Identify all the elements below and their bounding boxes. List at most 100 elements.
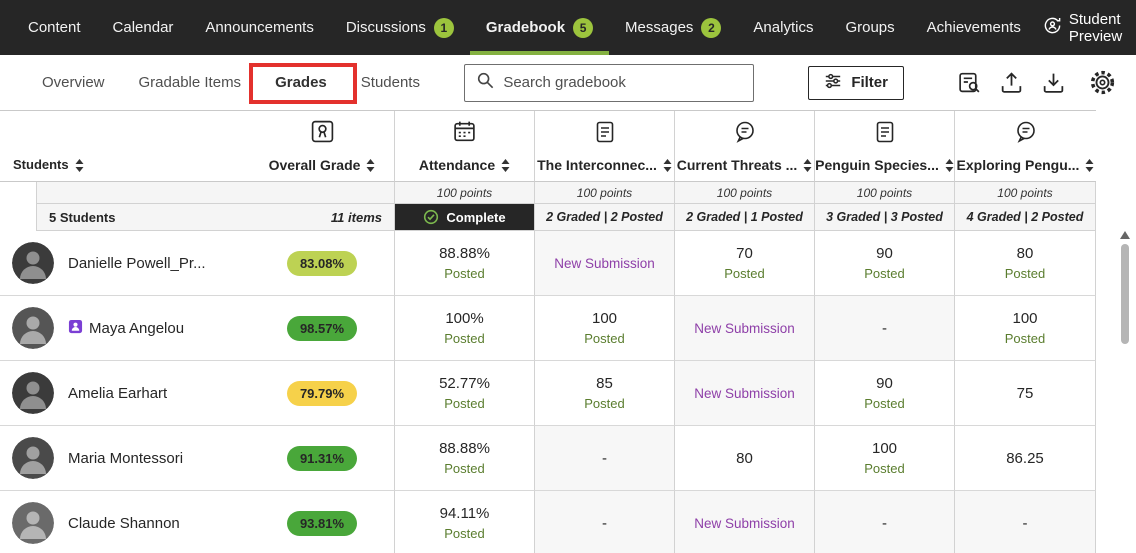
tab-students-label: Students — [360, 74, 420, 91]
grade-cell[interactable]: 88.88% Posted — [395, 231, 535, 296]
column-header-penguin-species[interactable]: Penguin Species... — [815, 111, 955, 182]
overall-grade-pill[interactable]: 83.08% — [286, 250, 358, 276]
student-row-name[interactable]: Maria Montessori — [0, 426, 250, 491]
gradebook-search[interactable] — [464, 63, 755, 102]
lookup-icon[interactable] — [957, 70, 982, 95]
accommodations-icon — [68, 319, 83, 338]
overall-grade-pill[interactable]: 79.79% — [286, 380, 358, 406]
grade-value: 86.25 — [1006, 449, 1044, 467]
grade-cell[interactable]: 70 Posted — [675, 231, 815, 296]
column-header-attendance[interactable]: Attendance — [395, 111, 535, 182]
overall-grade-pill[interactable]: 91.31% — [286, 445, 358, 471]
tab-overview[interactable]: Overview — [42, 74, 105, 91]
tab-grades[interactable]: Grades — [249, 63, 357, 104]
overall-grade-cell[interactable]: 93.81% — [250, 491, 395, 553]
grade-value: 70 — [736, 245, 753, 262]
overall-grade-column-header[interactable]: Overall Grade — [250, 111, 395, 182]
grade-value: 100 — [591, 310, 618, 327]
grade-value: 90 — [876, 245, 893, 262]
nav-announcements[interactable]: Announcements — [189, 0, 329, 55]
filter-button[interactable]: Filter — [808, 65, 904, 100]
tab-students[interactable]: Students — [361, 74, 420, 91]
grade-cell[interactable]: 94.11% Posted — [395, 491, 535, 553]
column-header-current-threats[interactable]: Current Threats ... — [675, 111, 815, 182]
grade-cell[interactable]: 90 Posted — [815, 231, 955, 296]
grade-cell[interactable]: - — [535, 491, 675, 553]
grade-cell[interactable]: 90 Posted — [815, 361, 955, 426]
new-submission-link[interactable]: New Submission — [554, 255, 655, 271]
column-header-exploring-penguins[interactable]: Exploring Pengu... — [955, 111, 1096, 182]
avatar — [12, 437, 54, 479]
grade-cell[interactable]: 52.77% Posted — [395, 361, 535, 426]
student-name: Maria Montessori — [68, 449, 184, 467]
status-cell[interactable]: 3 Graded | 3 Posted — [815, 204, 955, 231]
attendance-status-cell[interactable]: Complete — [395, 204, 535, 231]
grade-cell[interactable]: New Submission — [535, 231, 675, 296]
posted-label: Posted — [864, 266, 905, 281]
new-submission-link[interactable]: New Submission — [694, 515, 795, 531]
status-cell[interactable]: 2 Graded | 1 Posted — [675, 204, 815, 231]
grade-cell[interactable]: - — [955, 491, 1096, 553]
overall-grade-cell[interactable]: 98.57% — [250, 296, 395, 361]
student-row-name[interactable]: Maya Angelou — [0, 296, 250, 361]
grade-cell[interactable]: 75 — [955, 361, 1096, 426]
grade-cell[interactable]: - — [815, 491, 955, 553]
student-preview-button[interactable]: Student Preview — [1037, 0, 1128, 55]
students-column-header[interactable]: Students — [0, 111, 250, 182]
new-submission-link[interactable]: New Submission — [694, 320, 795, 336]
nav-analytics[interactable]: Analytics — [737, 0, 829, 55]
grade-value: 94.11% — [439, 505, 490, 522]
status-cell[interactable]: 2 Graded | 2 Posted — [535, 204, 675, 231]
grade-cell[interactable]: 88.88% Posted — [395, 426, 535, 491]
download-icon[interactable] — [1041, 70, 1066, 95]
status-cell[interactable]: 4 Graded | 2 Posted — [955, 204, 1096, 231]
overall-grade-pill[interactable]: 98.57% — [286, 315, 358, 341]
grade-cell[interactable]: 80 — [675, 426, 815, 491]
student-row-name[interactable]: Amelia Earhart — [0, 361, 250, 426]
student-row-name[interactable]: Claude Shannon — [0, 491, 250, 553]
grade-value: - — [882, 319, 887, 337]
overall-grade-cell[interactable]: 91.31% — [250, 426, 395, 491]
table-vertical-scrollbar[interactable] — [1119, 231, 1131, 551]
new-submission-link[interactable]: New Submission — [694, 385, 795, 401]
scrollbar-thumb[interactable] — [1121, 244, 1129, 344]
nav-groups[interactable]: Groups — [829, 0, 910, 55]
scroll-up-arrow-icon[interactable] — [1120, 231, 1130, 239]
grade-cell[interactable]: 80 Posted — [955, 231, 1096, 296]
posted-label: Posted — [724, 266, 765, 281]
grade-cell[interactable]: 100 Posted — [535, 296, 675, 361]
grade-cell[interactable]: New Submission — [675, 491, 815, 553]
grade-cell[interactable]: New Submission — [675, 296, 815, 361]
nav-gradebook[interactable]: Gradebook 5 — [470, 0, 609, 55]
column-label: Attendance — [418, 157, 496, 173]
upload-icon[interactable] — [999, 70, 1024, 95]
grade-cell[interactable]: 100% Posted — [395, 296, 535, 361]
search-input[interactable] — [503, 74, 743, 91]
check-circle-icon — [424, 209, 439, 225]
sort-icon — [75, 159, 84, 172]
grade-cell[interactable]: - — [815, 296, 955, 361]
tab-gradable-items[interactable]: Gradable Items — [139, 74, 242, 91]
grade-value: 100 — [871, 440, 898, 457]
student-name: Amelia Earhart — [68, 384, 168, 402]
nav-discussions-label: Discussions — [345, 19, 426, 36]
grade-cell[interactable]: New Submission — [675, 361, 815, 426]
nav-discussions[interactable]: Discussions 1 — [330, 0, 470, 55]
grade-cell[interactable]: 100 Posted — [955, 296, 1096, 361]
grade-cell[interactable]: - — [535, 426, 675, 491]
overall-grade-cell[interactable]: 79.79% — [250, 361, 395, 426]
overall-grade-pill[interactable]: 93.81% — [286, 510, 358, 536]
column-header-interconnected[interactable]: The Interconnec... — [535, 111, 675, 182]
grade-cell[interactable]: 100 Posted — [815, 426, 955, 491]
grade-value: - — [1022, 514, 1028, 532]
nav-content[interactable]: Content — [12, 0, 97, 55]
grade-cell[interactable]: 86.25 — [955, 426, 1096, 491]
settings-gear-icon[interactable] — [1089, 69, 1116, 96]
grade-cell[interactable]: 85 Posted — [535, 361, 675, 426]
nav-achievements[interactable]: Achievements — [911, 0, 1037, 55]
student-row-name[interactable]: Danielle Powell_Pr... — [0, 231, 250, 296]
nav-messages[interactable]: Messages 2 — [609, 0, 737, 55]
nav-calendar[interactable]: Calendar — [97, 0, 190, 55]
overall-grade-cell[interactable]: 83.08% — [250, 231, 395, 296]
